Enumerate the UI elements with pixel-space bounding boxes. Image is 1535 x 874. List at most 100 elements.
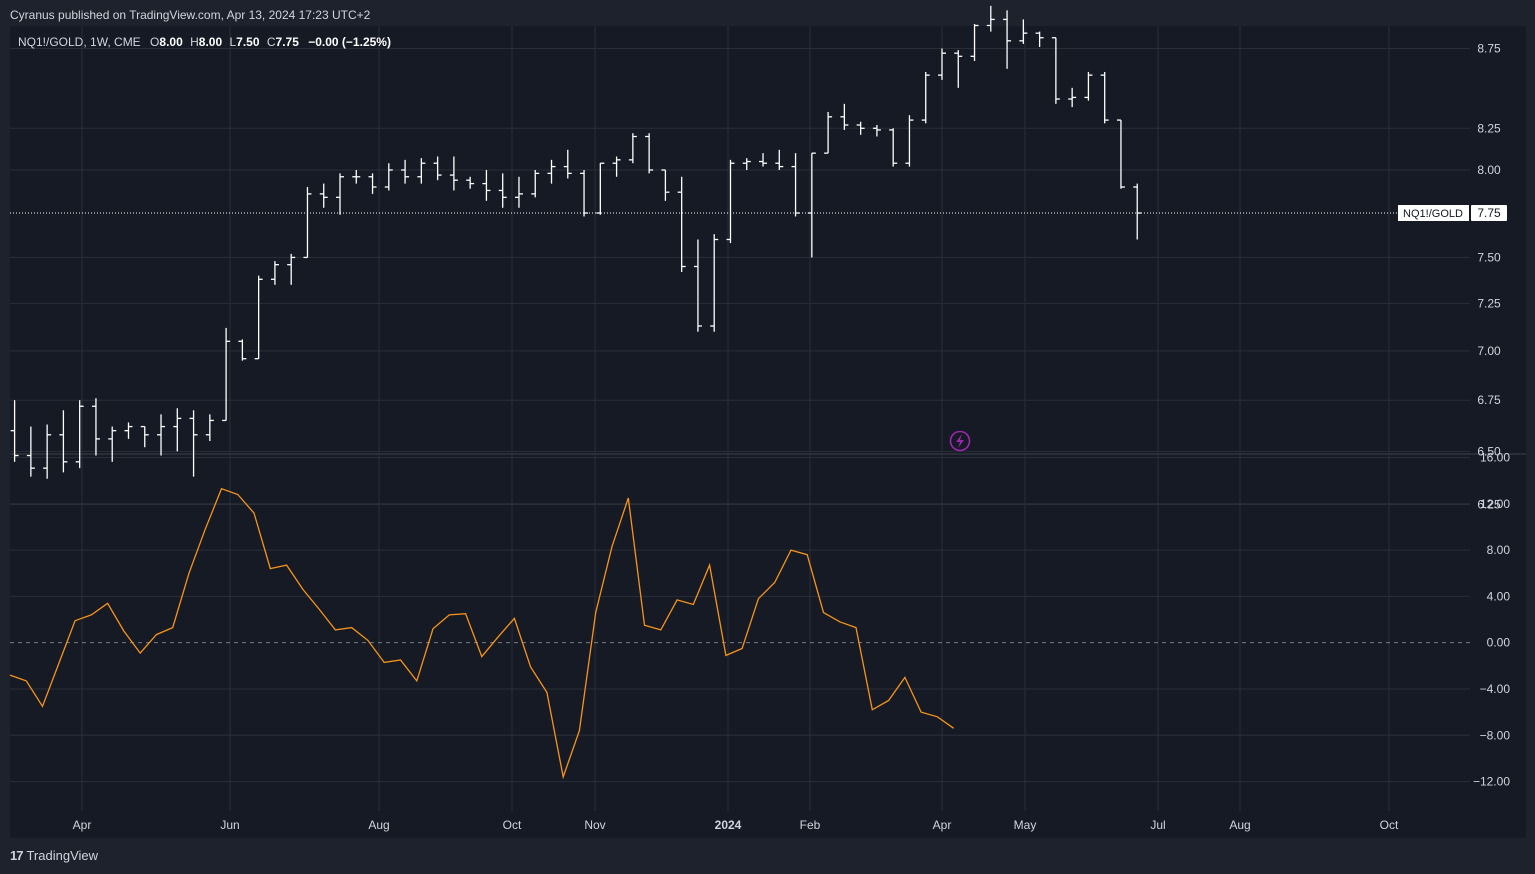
ohlc-bar <box>710 234 719 332</box>
oscillator-axis-labels: 16.00 12.00 8.00 4.00 0.00 −4.00 −8.00 −12.00 <box>1473 451 1510 789</box>
price-tick-label: 7.00 <box>1477 344 1501 358</box>
ohlc-bar <box>352 169 361 184</box>
symbol-price-tag: NQ1!/GOLD <box>1398 205 1469 221</box>
ohlc-bar <box>336 173 344 215</box>
osc-tick-label: 12.00 <box>1480 497 1510 511</box>
last-price-tag-value: 7.75 <box>1477 206 1501 220</box>
time-tick-label: Nov <box>584 818 605 832</box>
ohlc-bar <box>905 115 914 167</box>
legend-high-value: 8.00 <box>199 35 223 49</box>
ohlc-bar <box>254 275 263 360</box>
ohlc-bar <box>189 410 198 477</box>
osc-tick-label: 4.00 <box>1487 589 1511 603</box>
price-tick-label: 6.75 <box>1477 393 1501 407</box>
time-tick-label: Oct <box>1380 818 1399 832</box>
ohlc-bar <box>986 5 995 32</box>
price-axis-labels: 9.258.758.258.007.507.257.006.756.506.25 <box>1477 42 1501 512</box>
ohlc-bar <box>319 183 328 208</box>
time-tick-label: Apr <box>73 818 92 832</box>
price-tick-label: 7.25 <box>1477 296 1501 310</box>
ohlc-bar <box>1003 10 1012 69</box>
time-tick-label: Jul <box>1150 818 1165 832</box>
price-tick-label: 6.50 <box>1477 444 1501 458</box>
ohlc-bar <box>726 159 735 244</box>
ohlc-bar <box>759 153 768 167</box>
ohlc-bar <box>1019 19 1028 44</box>
price-tick-label: 7.50 <box>1477 250 1501 264</box>
time-tick-label: Aug <box>368 818 389 832</box>
time-tick-label: 2024 <box>715 818 742 832</box>
ohlc-bar <box>921 71 930 124</box>
ohlc-bar <box>693 239 702 332</box>
ohlc-bar <box>1051 37 1060 104</box>
last-price-tag: 7.75 <box>1471 205 1507 221</box>
ohlc-bar <box>514 176 523 208</box>
ohlc-bar <box>1133 183 1142 240</box>
osc-tick-label: 16.00 <box>1480 451 1510 465</box>
ohlc-bar <box>1035 31 1044 47</box>
price-tick-label: 8.00 <box>1477 163 1501 177</box>
ohlc-bars <box>10 5 1142 479</box>
tradingview-footer[interactable]: 17 TradingView <box>10 848 98 863</box>
ohlc-bar <box>238 339 247 361</box>
ohlc-bar <box>775 149 784 170</box>
price-scale-background <box>1470 26 1526 811</box>
time-axis-labels: Apr Jun Aug Oct Nov 2024 Feb Apr May Jul Aug Oct <box>73 818 1399 832</box>
ohlc-bar <box>742 158 751 170</box>
ohlc-bar <box>43 424 52 479</box>
ohlc-bar <box>124 422 133 439</box>
ohlc-bar <box>417 158 426 184</box>
ohlc-bar <box>287 253 296 285</box>
ohlc-bar <box>75 400 84 469</box>
ohlc-bar <box>563 149 572 179</box>
tradingview-logo-icon: 17 <box>10 848 24 863</box>
ohlc-bar <box>140 425 149 448</box>
price-tick-label: 8.25 <box>1477 121 1501 135</box>
legend-open-value: 8.00 <box>159 35 183 49</box>
ohlc-bar <box>303 187 312 259</box>
ohlc-bar <box>970 23 979 61</box>
time-tick-label: Feb <box>800 818 821 832</box>
legend-close-label: C <box>267 35 276 49</box>
time-scale-background <box>10 811 1526 838</box>
ohlc-bar <box>498 173 507 208</box>
symbol-price-tag-label: NQ1!/GOLD <box>1403 208 1463 220</box>
osc-pane-background <box>10 455 1470 811</box>
ohlc-bar <box>531 169 540 198</box>
osc-tick-label: 8.00 <box>1487 543 1511 557</box>
legend: NQ1!/GOLD, 1W, CME O8.00 H8.00 L7.50 C7.… <box>18 35 391 49</box>
ohlc-bar <box>661 169 670 201</box>
ohlc-bar <box>937 48 946 80</box>
ohlc-bar <box>872 124 881 137</box>
ohlc-bar <box>401 159 410 184</box>
osc-tick-label: −12.00 <box>1473 775 1510 789</box>
ohlc-bar <box>157 414 166 456</box>
ohlc-bar <box>840 103 849 130</box>
time-tick-label: May <box>1014 818 1037 832</box>
time-tick-label: Oct <box>503 818 522 832</box>
lightning-icon[interactable] <box>949 430 971 452</box>
ohlc-bar <box>677 176 686 272</box>
legend-low-value: 7.50 <box>236 35 260 49</box>
publish-header: Cyranus published on TradingView.com, Ap… <box>10 8 371 22</box>
osc-tick-label: 0.00 <box>1487 636 1511 650</box>
ohlc-bar <box>270 261 279 285</box>
osc-tick-label: −8.00 <box>1480 728 1511 742</box>
ohlc-bar <box>1100 71 1109 124</box>
ohlc-bar <box>449 156 458 191</box>
main-pane-background <box>10 26 1470 453</box>
ohlc-bar <box>433 156 442 181</box>
ohlc-bar <box>466 176 475 189</box>
time-tick-label: Jun <box>220 818 239 832</box>
ohlc-bar <box>108 426 117 462</box>
ohlc-bar <box>1068 87 1077 108</box>
oscillator-series <box>9 487 955 780</box>
grid-lines <box>10 26 1470 811</box>
ohlc-bar <box>482 169 491 201</box>
ohlc-bar <box>1084 71 1093 101</box>
price-tick-label: 8.75 <box>1477 42 1501 56</box>
ohlc-bar <box>1116 119 1125 189</box>
legend-symbol: NQ1!/GOLD, 1W, CME <box>18 35 141 49</box>
oscillator-line <box>9 487 955 780</box>
